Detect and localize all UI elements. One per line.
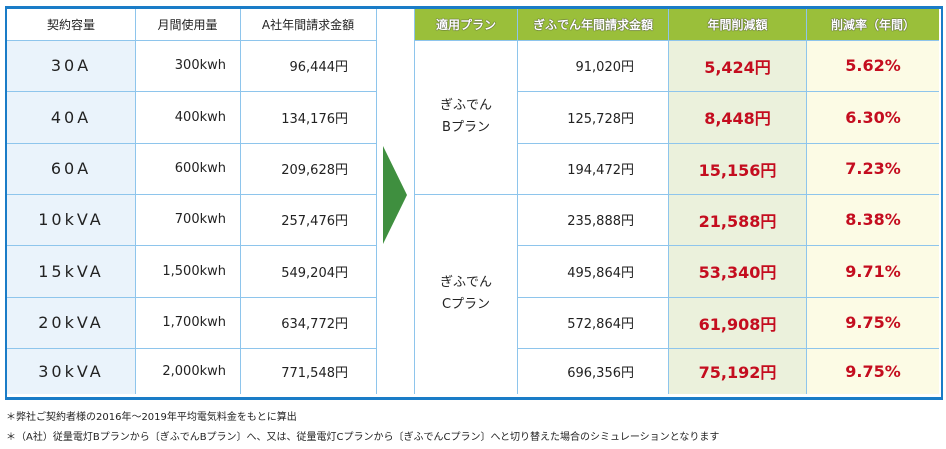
rate-cell: 9.75%	[845, 313, 901, 332]
capacity-cell: 20kVA	[38, 313, 104, 332]
grid-line	[7, 143, 376, 144]
capacity-column-bg	[7, 40, 135, 394]
rate-cell: 9.75%	[845, 361, 901, 381]
header-usage: 月間使用量	[157, 18, 218, 32]
footnote: ＊弊社ご契約者様の2016年～2019年平均電気料金をもとに算出	[6, 412, 297, 423]
usage-cell: 2,000kwh	[162, 363, 226, 379]
usage-cell: 700kwh	[174, 212, 226, 227]
savings-cell: 15,156円	[698, 160, 777, 180]
header-gifuden-bill: ぎふでん年間請求金額	[518, 9, 668, 40]
savings-cell: 5,424円	[704, 57, 771, 77]
grid-line	[517, 9, 518, 394]
savings-cell: 8,448円	[704, 109, 771, 128]
grid-line	[806, 9, 807, 394]
grid-line	[415, 194, 939, 195]
plan-c-cell: ぎふでん Cプラン	[415, 194, 517, 394]
gifuden-bill-cell: 235,888円	[567, 214, 634, 229]
usage-cell: 600kwh	[174, 161, 226, 176]
usage-cell: 1,700kwh	[162, 315, 226, 330]
rate-cell: 9.71%	[845, 261, 901, 281]
rate-cell: 8.38%	[845, 210, 901, 229]
gifuden-bill-cell: 696,356円	[567, 365, 634, 381]
header-savings-rate: 削減率（年間）	[807, 9, 939, 40]
footnote: ＊（A社）従量電灯Bプランから〔ぎふでんBプラン〕へ、又は、従量電灯Cプランから…	[6, 432, 720, 443]
capacity-cell: 15kVA	[38, 261, 104, 281]
grid-line	[414, 9, 415, 394]
grid-line	[376, 9, 377, 394]
grid-line	[135, 9, 136, 394]
savings-cell: 75,192円	[698, 363, 777, 382]
a-bill-cell: 96,444円	[289, 60, 349, 75]
savings-cell: 21,588円	[698, 211, 777, 231]
grid-line	[7, 91, 376, 92]
grid-line	[7, 194, 376, 195]
grid-line	[7, 297, 376, 298]
capacity-cell: 30A	[50, 56, 92, 75]
savings-column-bg	[669, 40, 806, 394]
usage-cell: 300kwh	[174, 58, 226, 73]
a-bill-cell: 209,628円	[281, 163, 348, 178]
grid-line	[7, 40, 376, 41]
a-bill-cell: 771,548円	[281, 365, 348, 381]
grid-line	[7, 348, 376, 349]
capacity-cell: 60A	[50, 159, 92, 178]
a-bill-cell: 549,204円	[281, 265, 348, 281]
rate-cell: 5.62%	[845, 56, 901, 75]
rate-column-bg	[807, 40, 939, 394]
grid-line	[415, 40, 939, 41]
header-plan: 適用プラン	[415, 9, 517, 40]
grid-line	[518, 91, 939, 92]
usage-cell: 1,500kwh	[162, 263, 226, 279]
capacity-cell: 40A	[50, 107, 92, 127]
grid-line	[518, 245, 939, 246]
plan-b-line2: Bプラン	[442, 120, 490, 135]
grid-line	[7, 245, 376, 246]
header-a-company-bill: A社年間請求金額	[261, 18, 355, 32]
plan-b-line1: ぎふでん	[439, 98, 492, 113]
grid-line	[668, 9, 669, 394]
header-capacity: 契約容量	[46, 18, 95, 32]
header-annual-savings: 年間削減額	[669, 9, 806, 40]
gifuden-bill-cell: 125,728円	[567, 111, 634, 127]
usage-cell: 400kwh	[174, 109, 226, 125]
a-bill-cell: 134,176円	[281, 111, 348, 127]
capacity-cell: 30kVA	[38, 361, 104, 381]
grid-line	[518, 348, 939, 349]
gifuden-bill-cell: 194,472円	[567, 163, 634, 178]
grid-line	[240, 9, 241, 394]
gifuden-bill-cell: 572,864円	[567, 317, 634, 332]
comparison-table-frame	[5, 6, 943, 400]
a-bill-cell: 257,476円	[281, 214, 348, 229]
grid-line	[518, 143, 939, 144]
plan-b-cell: ぎふでん Bプラン	[415, 40, 517, 194]
right-triangle-arrow-icon	[383, 146, 407, 244]
plan-c-line1: ぎふでん	[439, 275, 492, 290]
gifuden-bill-cell: 495,864円	[567, 265, 634, 281]
capacity-cell: 10kVA	[38, 210, 104, 229]
gifuden-bill-cell: 91,020円	[575, 60, 635, 75]
rate-cell: 7.23%	[845, 159, 901, 178]
a-bill-cell: 634,772円	[281, 317, 348, 332]
rate-cell: 6.30%	[845, 107, 901, 127]
grid-line	[518, 297, 939, 298]
savings-cell: 61,908円	[698, 314, 777, 334]
plan-c-line2: Cプラン	[441, 297, 491, 312]
savings-cell: 53,340円	[698, 263, 777, 282]
